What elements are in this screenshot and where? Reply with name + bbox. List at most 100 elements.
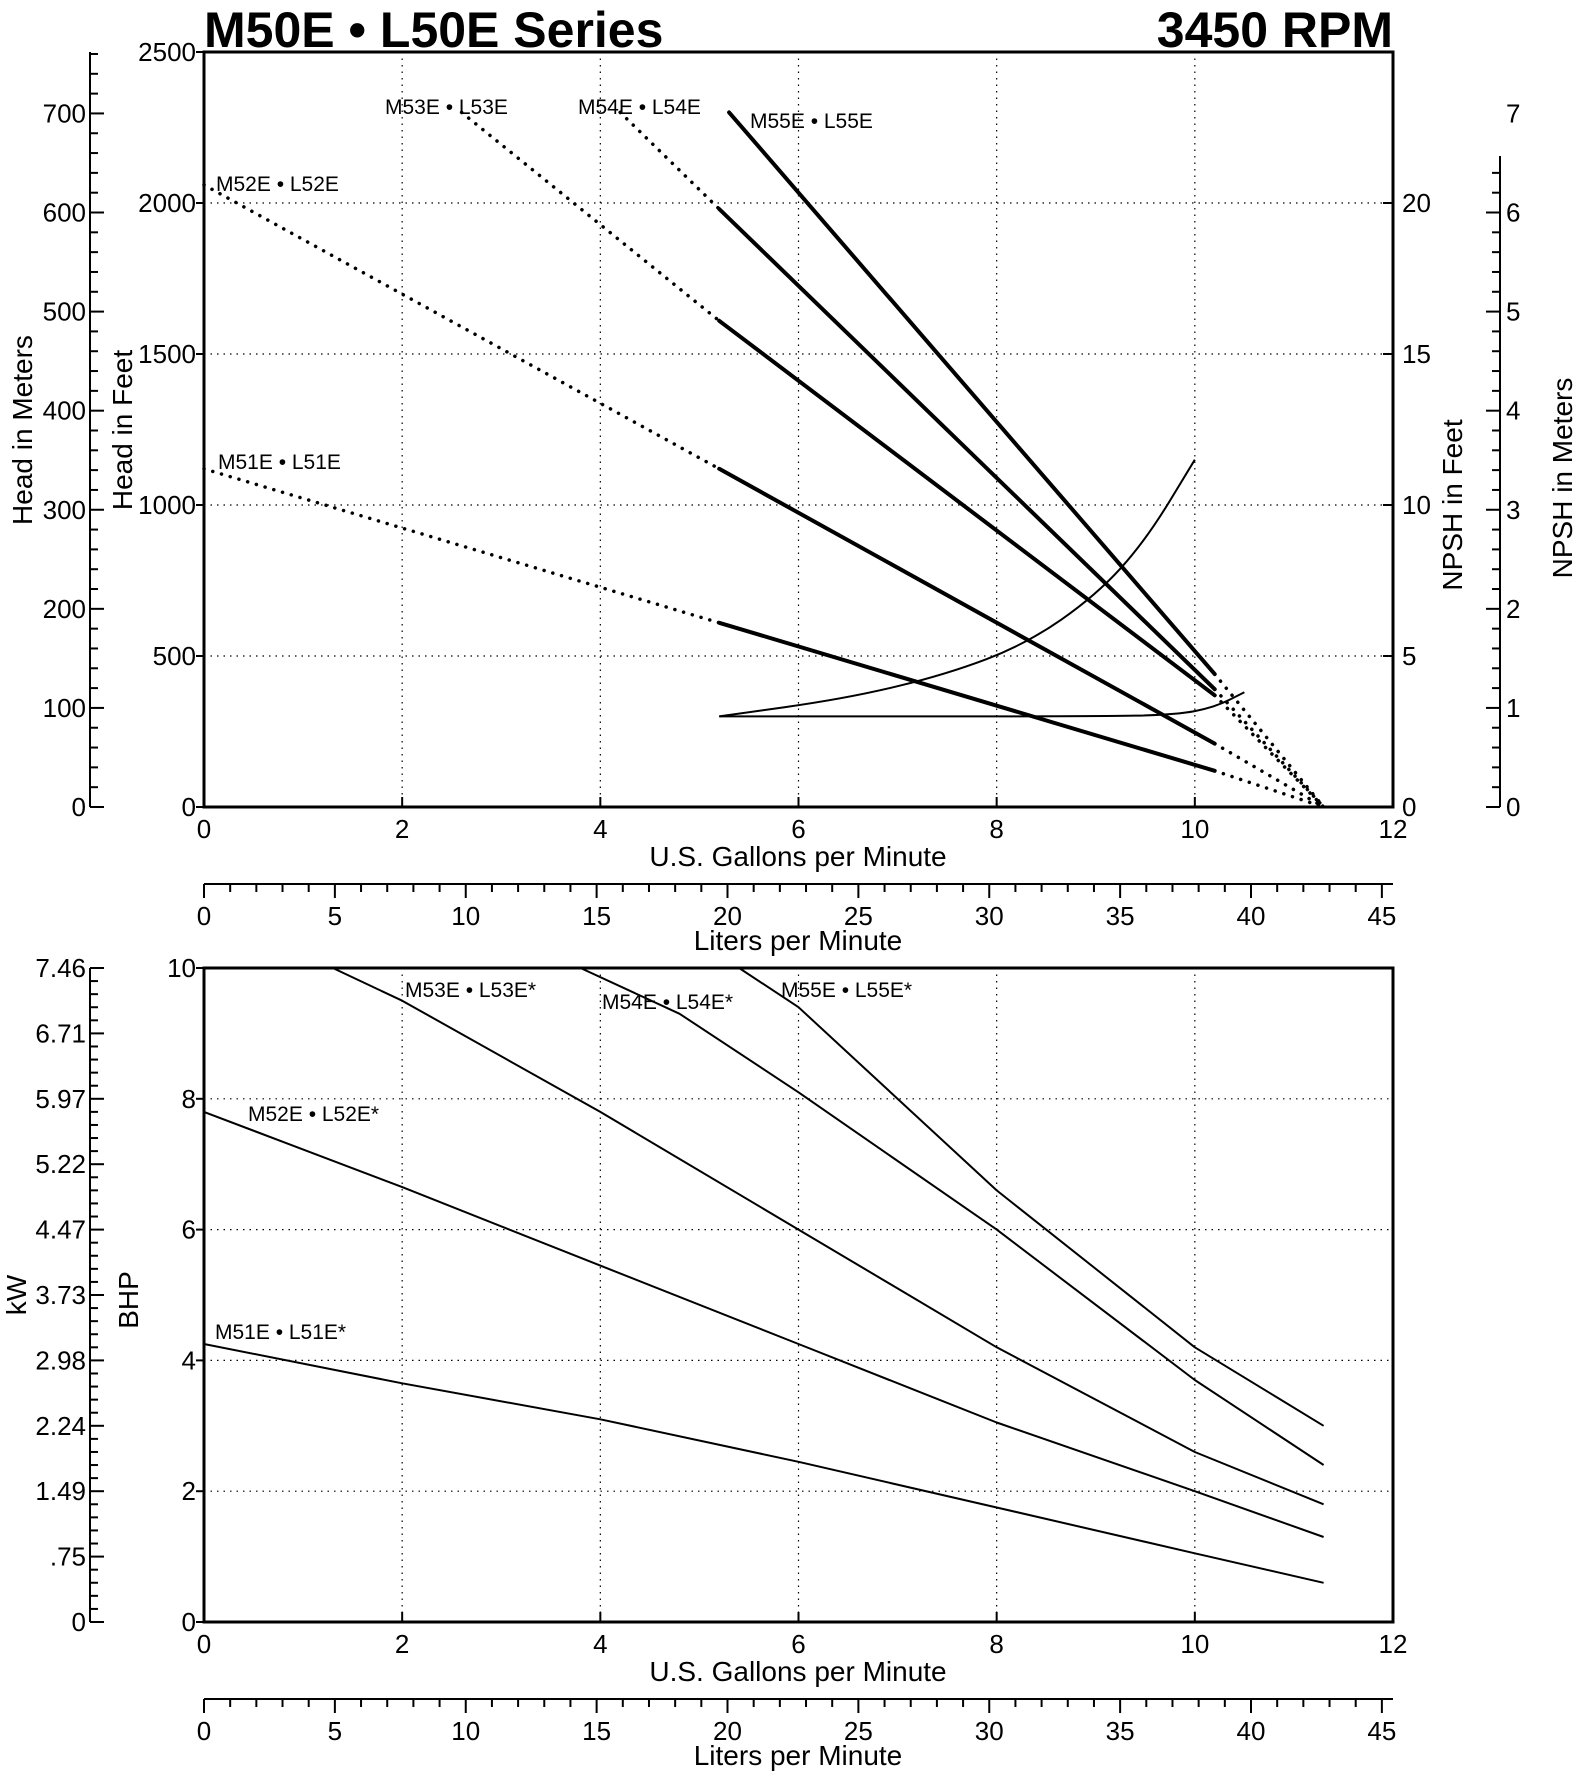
bhp-label-m52e: M52E • L52E* [248,1103,379,1126]
kw-tick-label: 4.47 [35,1215,86,1245]
bhp-curve-m54e [580,967,1325,1466]
bhp-tick-label: 10 [167,953,196,983]
kw-tick-label: 5.97 [35,1084,86,1114]
lpm-tick-label: 40 [1237,1716,1266,1746]
npsh-meters-tick-label: 3 [1506,495,1520,525]
series-label-m53e: M53E • L53E [385,96,508,119]
meters-tick-label: 200 [43,594,86,624]
meters-tick-label: 500 [43,297,86,327]
power-gpm-axis-ticks: 0 2 4 6 8 10 12 [197,1612,1408,1659]
power-gpm-tick-label: 8 [989,1629,1003,1659]
lpm-tick-label: 10 [451,901,480,931]
lpm-tick-label: 15 [582,1716,611,1746]
npsh-meters-tick-label: 4 [1506,396,1520,426]
npsh-feet-axis-title: NPSH in Feet [1437,419,1468,590]
kw-axis-ticks: 0 .75 1.49 2.24 2.98 3.73 4.47 5.22 5.97 6.71 7.46 [35,953,104,1637]
power-gpm-axis-title: U.S. Gallons per Minute [649,1656,946,1687]
power-gpm-tick-label: 0 [197,1629,211,1659]
meters-tick-label: 600 [43,198,86,228]
lpm-tick-label: 30 [975,1716,1004,1746]
feet-tick-label: 1000 [138,490,196,520]
head-curve-m53e-runout [1212,693,1326,809]
lpm-tick-label: 0 [197,1716,211,1746]
bhp-tick-label: 8 [182,1084,196,1114]
power-gpm-tick-label: 12 [1379,1629,1408,1659]
lpm-tick-label: 30 [975,901,1004,931]
head-curve-m55e-runout [1212,672,1326,809]
npsh-curve-1 [719,459,1196,718]
npsh-meters-tick-label: 0 [1506,792,1520,822]
power-grid [204,968,1393,1622]
npsh-feet-tick-label: 0 [1402,792,1416,822]
lpm-tick-label: 5 [328,1716,342,1746]
series-label-m52e: M52E • L52E [216,173,339,196]
npsh-meters-tick-label: 7 [1506,98,1520,128]
meters-tick-label: 100 [43,693,86,723]
feet-axis-ticks: 0 500 1000 1500 2000 2500 [138,37,204,822]
bhp-tick-label: 6 [182,1215,196,1245]
head-curve-m54e [717,207,1217,692]
lpm-tick-label: 5 [328,901,342,931]
head-lpm-axis-ticks: 0 5 10 15 20 25 30 35 40 45 [197,884,1396,931]
power-gpm-tick-label: 4 [593,1629,607,1659]
npsh-meters-tick-label: 2 [1506,594,1520,624]
feet-tick-label: 2000 [138,188,196,218]
head-curve-m52e-runout [1212,741,1326,809]
speed-label: 3450 RPM [1157,2,1393,58]
bhp-curve-m51e [203,1343,1324,1584]
npsh-meters-tick-label: 1 [1506,693,1520,723]
kw-tick-label: 1.49 [35,1476,86,1506]
head-gpm-axis-title: U.S. Gallons per Minute [649,841,946,872]
meters-tick-label: 0 [72,792,86,822]
head-curve-m53e [717,318,1217,698]
kw-tick-label: 0 [72,1607,86,1637]
head-curve-m53e-extrapolated [459,110,721,323]
gpm-tick-label: 4 [593,814,607,844]
bhp-curve-m53e [332,967,1324,1506]
power-gpm-tick-label: 10 [1180,1629,1209,1659]
kw-tick-label: 6.71 [35,1018,86,1048]
npsh-curves [719,459,1245,718]
feet-tick-label: 500 [153,641,196,671]
bhp-tick-label: 0 [182,1607,196,1637]
meters-axis-ticks: 0 100 200 300 400 500 600 700 [43,52,104,822]
head-curve-m55e [727,110,1217,677]
kw-tick-label: 3.73 [35,1280,86,1310]
bhp-curve-m52e [203,1110,1324,1538]
lpm-tick-label: 45 [1367,1716,1396,1746]
kw-axis-title: kW [1,1274,32,1315]
meters-tick-label: 400 [43,396,86,426]
kw-tick-label: .75 [50,1542,86,1572]
lpm-tick-label: 35 [1106,901,1135,931]
kw-tick-label: 7.46 [35,953,86,983]
series-label-m51e: M51E • L51E [218,451,341,474]
gpm-tick-label: 10 [1180,814,1209,844]
lpm-tick-label: 20 [713,1716,742,1746]
lpm-tick-label: 10 [451,1716,480,1746]
head-grid [204,52,1393,807]
series-label-m54e: M54E • L54E [578,96,701,119]
bhp-label-m53e: M53E • L53E* [405,979,536,1002]
power-gpm-tick-label: 6 [791,1629,805,1659]
gpm-tick-label: 6 [791,814,805,844]
kw-tick-label: 2.24 [35,1411,86,1441]
npsh-feet-tick-label: 10 [1402,490,1431,520]
lpm-tick-label: 0 [197,901,211,931]
feet-tick-label: 2500 [138,37,196,67]
head-curve-m51e [717,620,1217,773]
npsh-feet-tick-label: 20 [1402,188,1431,218]
npsh-meters-tick-label: 6 [1506,198,1520,228]
bhp-axis-title: BHP [113,1271,144,1329]
bhp-tick-label: 4 [182,1345,196,1375]
power-chart: 0 .75 1.49 2.24 2.98 3.73 4.47 5.22 5.97 6.71 7.46… [1,953,1407,1771]
bhp-label-m55e: M55E • L55E* [781,979,912,1002]
lpm-tick-label: 45 [1367,901,1396,931]
head-gpm-axis-ticks: 0 2 4 6 8 10 12 [197,797,1407,844]
lpm-tick-label: 15 [582,901,611,931]
feet-tick-label: 0 [182,792,196,822]
npsh-meters-axis-ticks: 0 1 2 3 4 5 6 7 [1486,98,1520,822]
power-lpm-axis-ticks: 0 5 10 15 20 25 30 35 40 45 [197,1699,1396,1746]
head-meters-axis-title: Head in Meters [7,335,38,525]
